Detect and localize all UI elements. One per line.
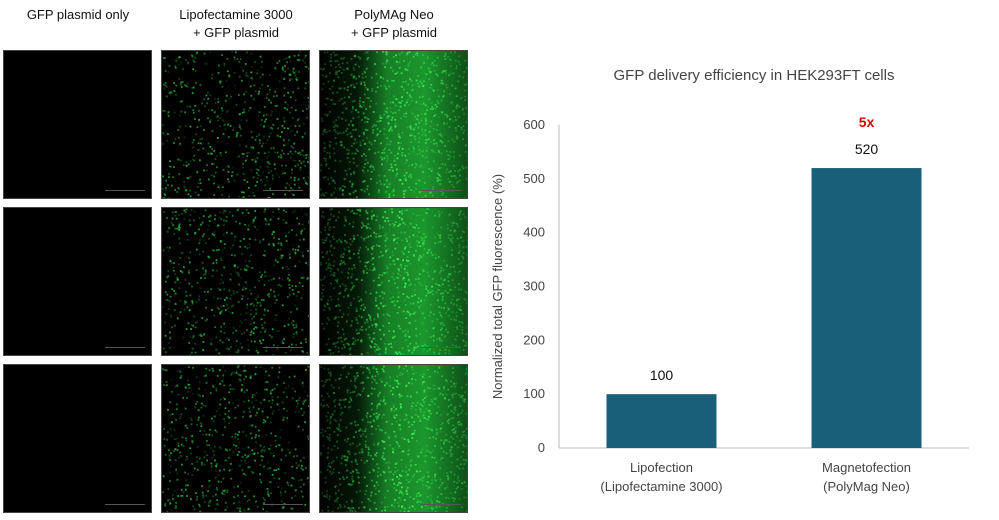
- y-tick-label: 0: [538, 440, 545, 455]
- bar-chart: GFP delivery efficiency in HEK293FT cell…: [490, 67, 969, 494]
- x-tick-label: Magnetofection: [822, 460, 911, 475]
- chart-title: GFP delivery efficiency in HEK293FT cell…: [614, 67, 895, 84]
- microscopy-image: [3, 50, 152, 199]
- y-tick-label: 500: [523, 171, 545, 186]
- scale-bar: [263, 504, 303, 505]
- microscopy-image: [161, 207, 310, 356]
- y-tick-label: 100: [523, 386, 545, 401]
- x-tick-label: (Lipofectamine 3000): [600, 479, 722, 494]
- fluorescence-image: [320, 208, 467, 355]
- scale-bar: [263, 190, 303, 191]
- scale-bar: [105, 190, 145, 191]
- scale-bar: [105, 504, 145, 505]
- bar: [606, 394, 717, 448]
- fluorescence-image: [162, 365, 309, 512]
- microscopy-image: [161, 364, 310, 513]
- bar: [811, 168, 922, 449]
- scale-bar: [421, 504, 461, 505]
- bar-value-label: 100: [650, 367, 674, 383]
- scale-bar: [105, 347, 145, 348]
- x-tick-label: Lipofection: [630, 460, 693, 475]
- microscopy-image: [3, 364, 152, 513]
- scale-bar: [263, 347, 303, 348]
- fluorescence-image: [4, 208, 152, 356]
- fluorescence-image: [162, 208, 309, 355]
- microscopy-image: [319, 50, 468, 199]
- y-tick-label: 600: [523, 117, 545, 132]
- fold-change-annotation: 5x: [859, 114, 875, 130]
- microscopy-image: [319, 364, 468, 513]
- y-tick-label: 400: [523, 225, 545, 240]
- fluorescence-image: [320, 51, 467, 198]
- fluorescence-image: [4, 365, 152, 513]
- microscopy-image: [319, 207, 468, 356]
- y-tick-label: 300: [523, 279, 545, 294]
- y-axis-label: Normalized total GFP fluorescence (%): [490, 174, 505, 399]
- bar-value-label: 520: [855, 141, 879, 157]
- scale-bar: [421, 190, 461, 191]
- microscopy-image: [3, 207, 152, 356]
- fluorescence-image: [320, 365, 467, 512]
- column-label-lipofectamine: Lipofectamine 3000 + GFP plasmid: [179, 7, 293, 40]
- microscopy-image: [161, 50, 310, 199]
- fluorescence-image: [162, 51, 309, 198]
- column-label-gfp-only: GFP plasmid only: [26, 7, 130, 22]
- scale-bar: [421, 347, 461, 348]
- x-tick-label: (PolyMag Neo): [823, 479, 910, 494]
- column-label-polymag: PolyMAg Neo + GFP plasmid: [350, 7, 438, 40]
- fluorescence-image: [4, 51, 152, 199]
- y-tick-label: 200: [523, 332, 545, 347]
